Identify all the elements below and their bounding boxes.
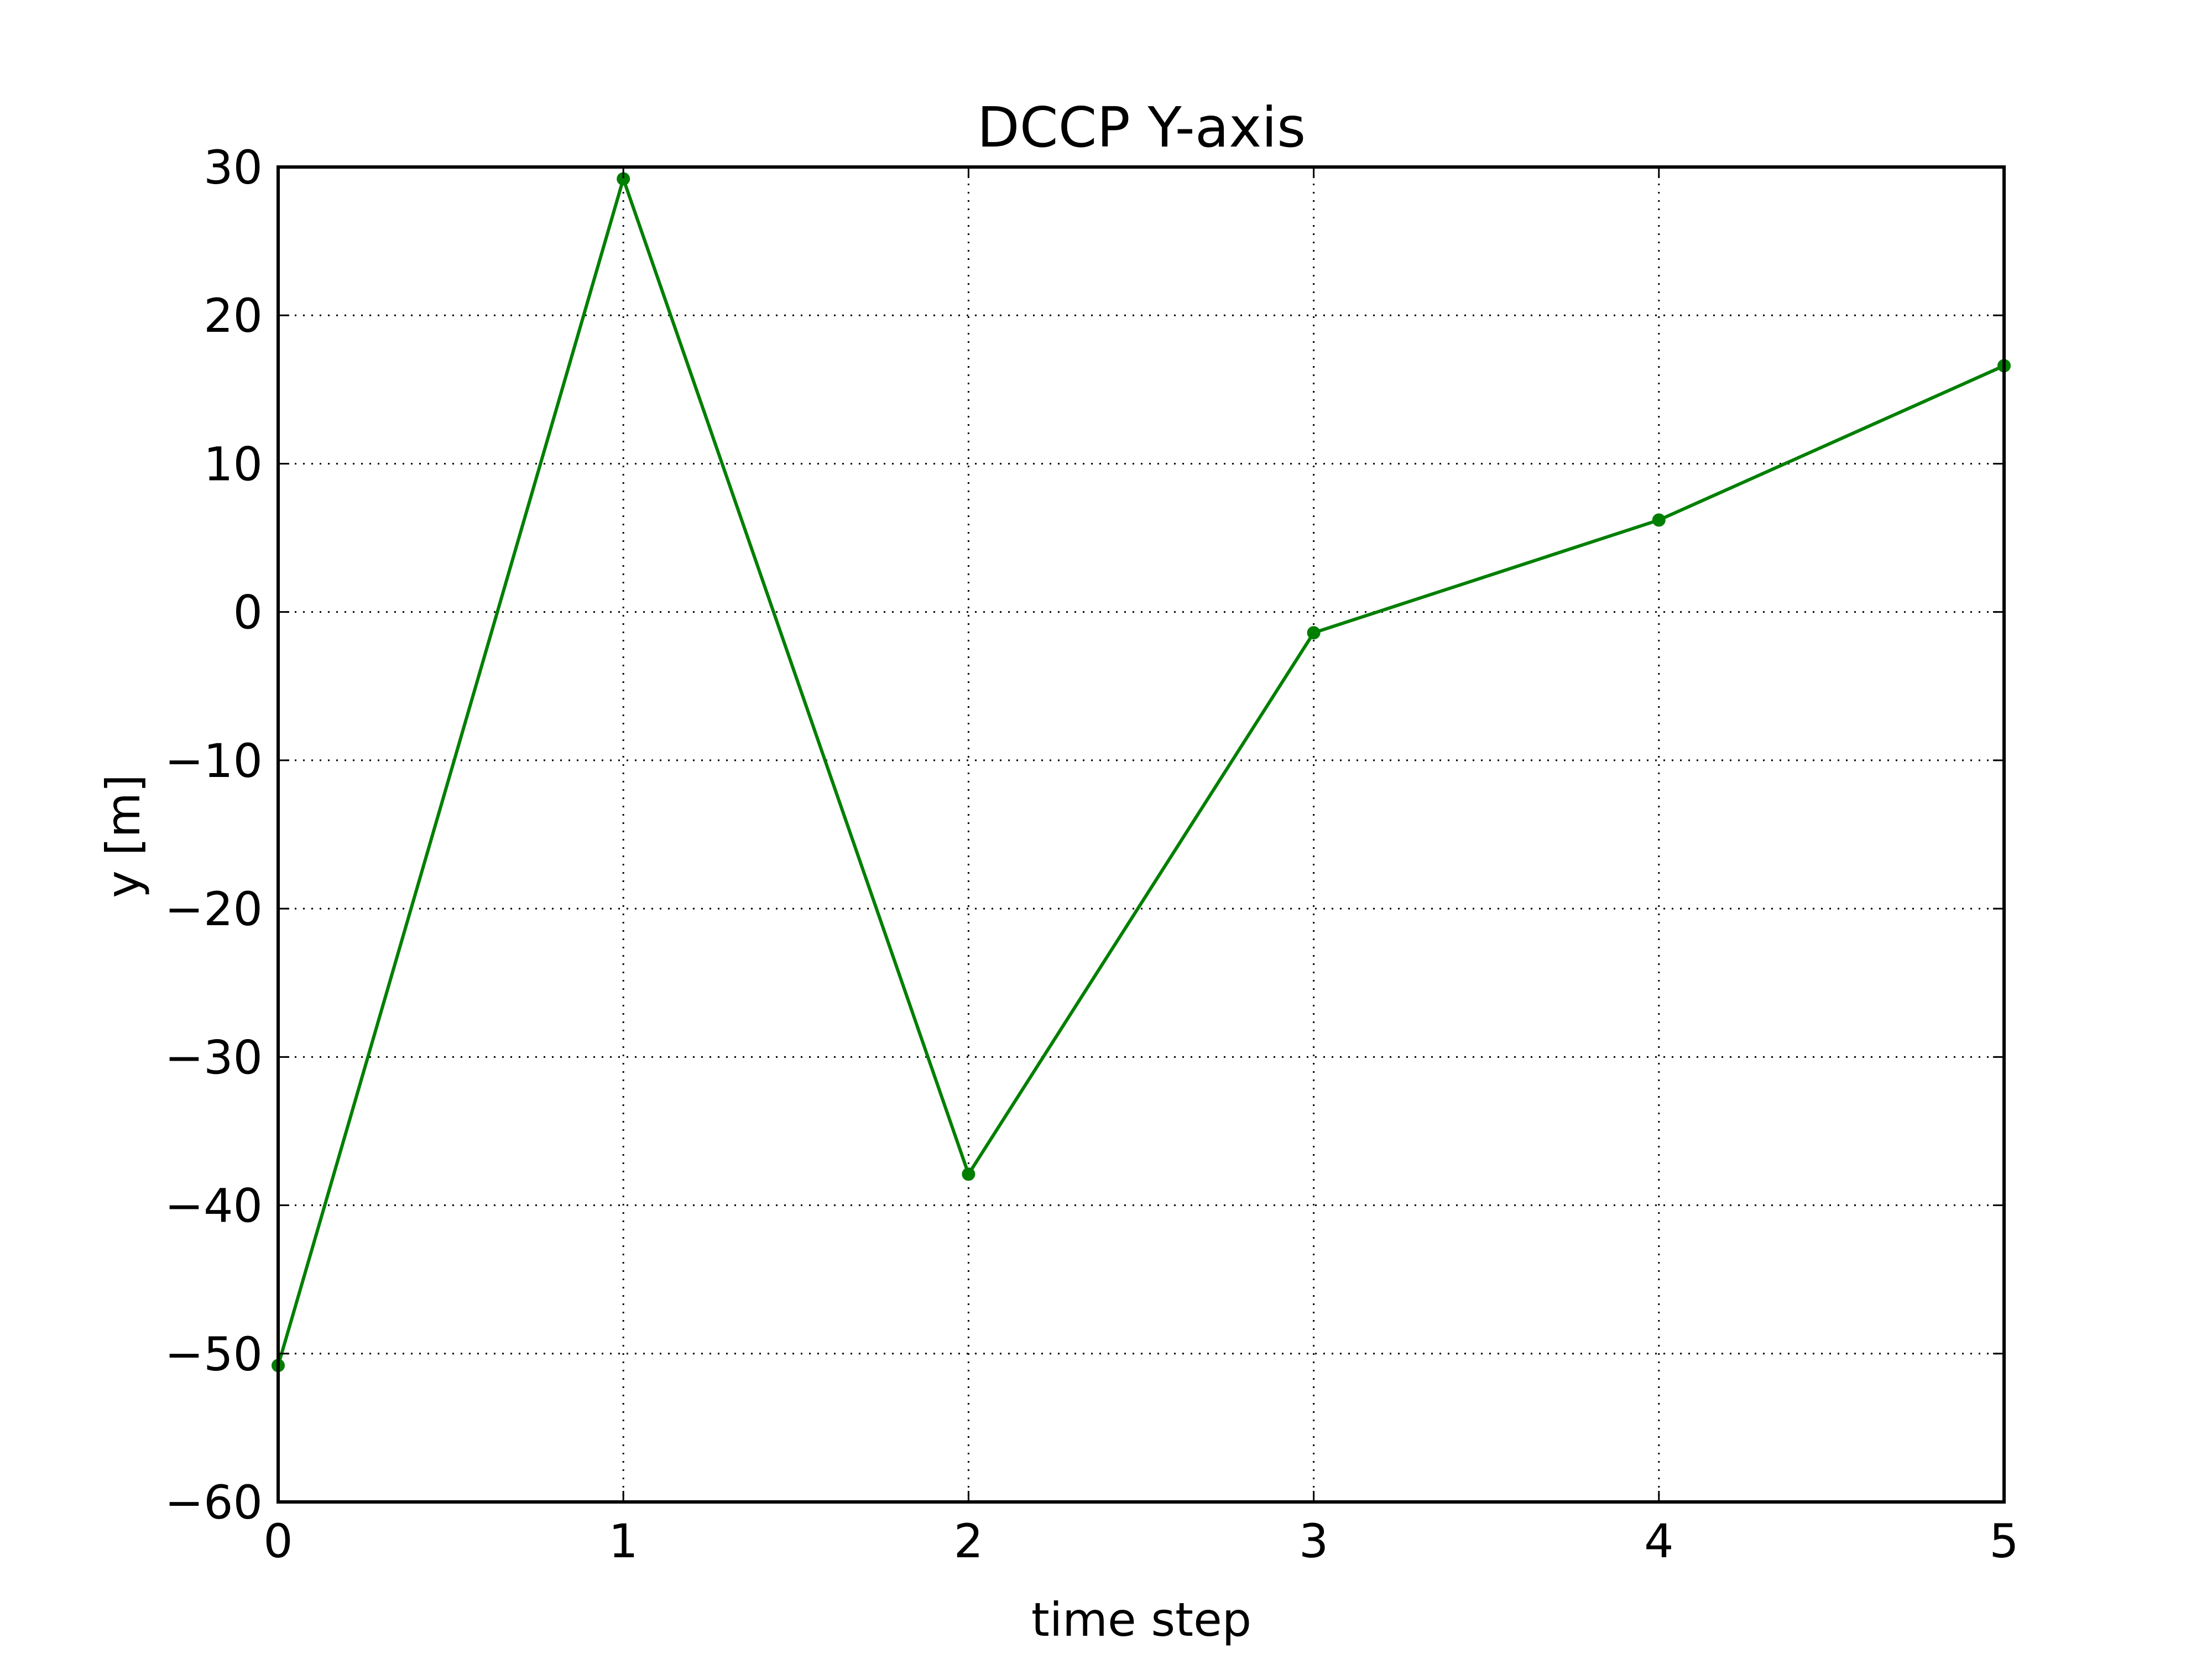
y-tick-label: −10 (165, 734, 263, 788)
y-tick-label: 30 (204, 140, 263, 195)
x-axis-label: time step (1031, 1593, 1251, 1647)
chart-title: DCCP Y-axis (977, 95, 1306, 160)
series-layer (272, 172, 2011, 1373)
axis-ticks: 0 1 2 3 4 5 −60 −50 −40 −30 −20 −10 0 10 20 30 (165, 140, 2019, 1568)
data-point (1652, 513, 1666, 527)
x-tick-label: 3 (1299, 1514, 1328, 1568)
grid (278, 167, 2004, 1502)
data-point (1307, 626, 1321, 640)
y-tick-label: 20 (204, 289, 263, 343)
plot-area-frame (276, 165, 2006, 1504)
y-tick-label: −40 (165, 1179, 263, 1233)
y-tick-label: −50 (165, 1327, 263, 1381)
x-tick-label: 5 (1989, 1514, 2018, 1568)
x-tick-label: 4 (1644, 1514, 1673, 1568)
y-tick-label: −60 (165, 1475, 263, 1530)
x-tick-label: 2 (954, 1514, 983, 1568)
x-tick-label: 1 (608, 1514, 638, 1568)
y-tick-label: 10 (204, 437, 263, 491)
y-tick-label: −30 (165, 1030, 263, 1084)
y-tick-label: −20 (165, 882, 263, 936)
data-point (962, 1167, 975, 1181)
y-tick-label: 0 (233, 586, 263, 640)
series-line (276, 173, 2005, 1366)
x-tick-label: 0 (263, 1514, 293, 1568)
y-axis-label: y [m] (96, 774, 150, 898)
